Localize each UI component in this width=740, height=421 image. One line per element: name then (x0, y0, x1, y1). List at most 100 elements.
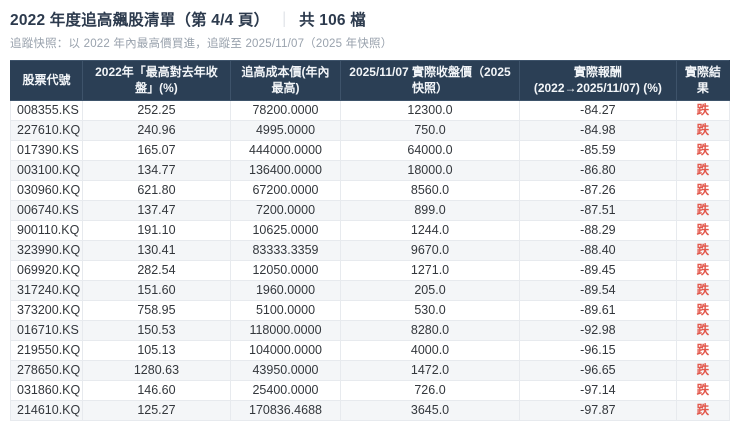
cell-gain_pct: 240.96 (81, 120, 232, 142)
cell-gain_pct: 252.25 (81, 100, 232, 122)
cell-close_price: 18000.0 (339, 160, 521, 182)
cell-code: 016710.KS (10, 320, 83, 342)
cell-cost_price: 118000.0000 (230, 320, 341, 342)
cell-close_price: 726.0 (339, 380, 521, 402)
cell-cost_price: 43950.0000 (230, 360, 341, 382)
cell-cost_price: 83333.3359 (230, 240, 341, 262)
table-row: 030960.KQ 621.80 67200.0000 8560.0 -87.26 跌 (10, 180, 731, 202)
cell-cost_price: 136400.0000 (230, 160, 341, 182)
cell-code: 017390.KS (10, 140, 83, 162)
cell-return_pct: -89.61 (519, 300, 677, 322)
page-title: 2022 年度追高飆股清單（第 4/4 頁） ｜ 共 106 檔 (10, 8, 730, 30)
table-row: 900110.KQ 191.10 10625.0000 1244.0 -88.29 跌 (10, 220, 731, 242)
cell-result: 跌 (675, 200, 731, 222)
page-title-main: 2022 年度追高飆股清單（第 4/4 頁） (10, 12, 270, 29)
cell-code: 214610.KQ (10, 400, 83, 421)
cell-gain_pct: 150.53 (81, 320, 232, 342)
column-header-code: 股票代號 (10, 59, 83, 102)
cell-return_pct: -89.45 (519, 260, 677, 282)
table-row: 017390.KS 165.07 444000.0000 64000.0 -85.59 跌 (10, 140, 731, 162)
column-header-result: 實際結果 (675, 59, 731, 102)
cell-result: 跌 (675, 400, 731, 421)
cell-close_price: 1244.0 (339, 220, 521, 242)
cell-result: 跌 (675, 240, 731, 262)
cell-gain_pct: 134.77 (81, 160, 232, 182)
cell-return_pct: -88.29 (519, 220, 677, 242)
cell-close_price: 4000.0 (339, 340, 521, 362)
cell-gain_pct: 1280.63 (81, 360, 232, 382)
cell-gain_pct: 191.10 (81, 220, 232, 242)
page-title-count: 共 106 檔 (299, 12, 366, 29)
cell-cost_price: 10625.0000 (230, 220, 341, 242)
cell-gain_pct: 146.60 (81, 380, 232, 402)
cell-cost_price: 7200.0000 (230, 200, 341, 222)
cell-return_pct: -85.59 (519, 140, 677, 162)
cell-return_pct: -92.98 (519, 320, 677, 342)
cell-result: 跌 (675, 220, 731, 242)
cell-result: 跌 (675, 300, 731, 322)
cell-code: 008355.KS (10, 100, 83, 122)
cell-close_price: 1271.0 (339, 260, 521, 282)
cell-code: 031860.KQ (10, 380, 83, 402)
title-separator: ｜ (276, 12, 293, 29)
cell-gain_pct: 137.47 (81, 200, 232, 222)
cell-close_price: 8560.0 (339, 180, 521, 202)
cell-result: 跌 (675, 340, 731, 362)
cell-return_pct: -84.27 (519, 100, 677, 122)
cell-result: 跌 (675, 140, 731, 162)
cell-code: 219550.KQ (10, 340, 83, 362)
table-row: 031860.KQ 146.60 25400.0000 726.0 -97.14 跌 (10, 380, 731, 402)
cell-cost_price: 12050.0000 (230, 260, 341, 282)
cell-return_pct: -89.54 (519, 280, 677, 302)
column-header-close_price: 2025/11/07 實際收盤價（2025 快照） (339, 59, 521, 102)
cell-close_price: 899.0 (339, 200, 521, 222)
stock-table: 股票代號 2022年「最高對去年收盤」(%) 追高成本價(年內最高) 2025/11/… (10, 59, 731, 421)
cell-gain_pct: 130.41 (81, 240, 232, 262)
cell-result: 跌 (675, 160, 731, 182)
cell-return_pct: -87.26 (519, 180, 677, 202)
cell-cost_price: 25400.0000 (230, 380, 341, 402)
cell-close_price: 205.0 (339, 280, 521, 302)
column-header-return_pct: 實際報酬 (2022→2025/11/07) (%) (519, 59, 677, 102)
cell-code: 278650.KQ (10, 360, 83, 382)
cell-return_pct: -96.65 (519, 360, 677, 382)
cell-gain_pct: 151.60 (81, 280, 232, 302)
cell-gain_pct: 125.27 (81, 400, 232, 421)
cell-close_price: 530.0 (339, 300, 521, 322)
table-row: 373200.KQ 758.95 5100.0000 530.0 -89.61 跌 (10, 300, 731, 322)
table-row: 003100.KQ 134.77 136400.0000 18000.0 -86.80 跌 (10, 160, 731, 182)
table-row: 227610.KQ 240.96 4995.0000 750.0 -84.98 跌 (10, 120, 731, 142)
cell-result: 跌 (675, 280, 731, 302)
cell-code: 900110.KQ (10, 220, 83, 242)
cell-code: 323990.KQ (10, 240, 83, 262)
table-row: 278650.KQ 1280.63 43950.0000 1472.0 -96.65 跌 (10, 360, 731, 382)
cell-close_price: 9670.0 (339, 240, 521, 262)
table-row: 323990.KQ 130.41 83333.3359 9670.0 -88.40 跌 (10, 240, 731, 262)
cell-return_pct: -97.14 (519, 380, 677, 402)
cell-close_price: 8280.0 (339, 320, 521, 342)
cell-cost_price: 78200.0000 (230, 100, 341, 122)
cell-close_price: 750.0 (339, 120, 521, 142)
cell-cost_price: 170836.4688 (230, 400, 341, 421)
column-header-cost_price: 追高成本價(年內最高) (230, 59, 341, 102)
cell-gain_pct: 282.54 (81, 260, 232, 282)
cell-gain_pct: 165.07 (81, 140, 232, 162)
cell-code: 317240.KQ (10, 280, 83, 302)
cell-return_pct: -87.51 (519, 200, 677, 222)
table-row: 006740.KS 137.47 7200.0000 899.0 -87.51 跌 (10, 200, 731, 222)
cell-result: 跌 (675, 260, 731, 282)
cell-close_price: 1472.0 (339, 360, 521, 382)
cell-code: 227610.KQ (10, 120, 83, 142)
cell-cost_price: 104000.0000 (230, 340, 341, 362)
cell-cost_price: 67200.0000 (230, 180, 341, 202)
cell-result: 跌 (675, 180, 731, 202)
cell-gain_pct: 621.80 (81, 180, 232, 202)
cell-close_price: 3645.0 (339, 400, 521, 421)
cell-close_price: 12300.0 (339, 100, 521, 122)
cell-return_pct: -96.15 (519, 340, 677, 362)
cell-result: 跌 (675, 380, 731, 402)
table-row: 219550.KQ 105.13 104000.0000 4000.0 -96.15 跌 (10, 340, 731, 362)
cell-code: 069920.KQ (10, 260, 83, 282)
page-subtitle: 追蹤快照：以 2022 年內最高價買進，追蹤至 2025/11/07（2025 … (10, 38, 393, 50)
